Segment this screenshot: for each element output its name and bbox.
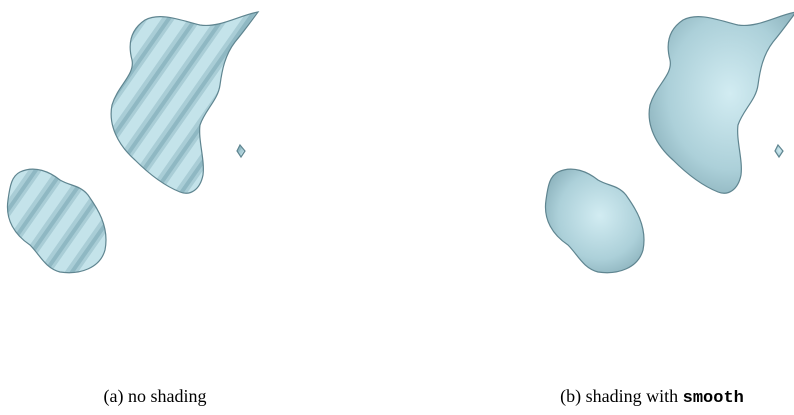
renders bbox=[0, 0, 794, 380]
caption-code: smooth bbox=[683, 389, 744, 408]
caption-b: (b) shading with smooth bbox=[560, 386, 744, 408]
caption-label: (a) bbox=[104, 386, 124, 406]
render-smooth bbox=[545, 12, 794, 273]
render-unshaded bbox=[7, 12, 258, 273]
figure: (a) no shading (b) shading with smooth bbox=[0, 0, 794, 415]
caption-text: shading with bbox=[586, 386, 679, 406]
caption-label: (b) bbox=[560, 386, 581, 406]
caption-text: no shading bbox=[128, 386, 207, 406]
caption-a: (a) no shading bbox=[104, 386, 207, 407]
